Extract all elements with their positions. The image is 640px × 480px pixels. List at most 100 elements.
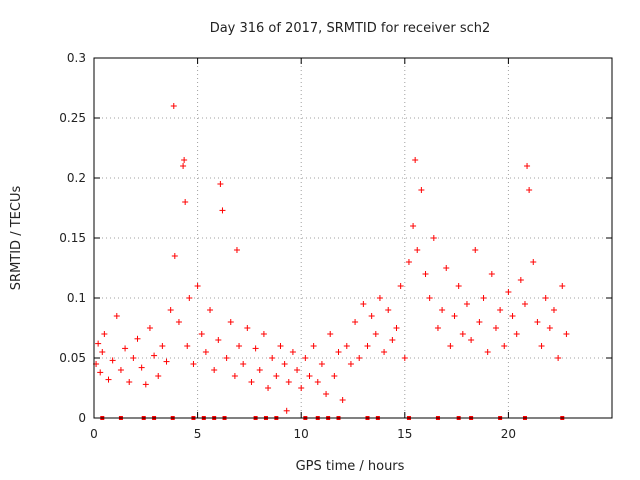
data-point <box>113 313 120 319</box>
data-point <box>97 369 104 376</box>
data-point <box>181 157 188 163</box>
data-point <box>422 271 429 277</box>
y-tick-label: 0.15 <box>59 231 86 245</box>
data-point <box>273 373 280 379</box>
data-point <box>463 301 470 307</box>
data-point <box>555 355 562 361</box>
data-point <box>167 307 174 313</box>
data-point <box>439 307 446 313</box>
data-point <box>99 349 106 355</box>
data-point <box>526 187 533 193</box>
data-point <box>434 325 441 331</box>
x-tick-label: 20 <box>501 427 516 441</box>
data-point <box>455 283 462 289</box>
data-point <box>182 199 189 205</box>
x-axis-label: GPS time / hours <box>296 459 405 474</box>
data-point <box>335 349 342 355</box>
data-point <box>223 355 230 361</box>
data-point <box>126 379 133 385</box>
data-point <box>227 319 234 325</box>
data-point <box>509 313 516 319</box>
data-point <box>186 295 193 301</box>
data-point <box>517 277 524 283</box>
data-point <box>476 319 483 325</box>
data-point <box>443 265 450 271</box>
data-point <box>426 295 433 301</box>
data-point <box>105 376 112 383</box>
data-point <box>194 283 201 289</box>
data-point <box>412 157 419 163</box>
data-point <box>294 367 301 373</box>
data-point <box>347 361 354 367</box>
data-point <box>171 253 178 259</box>
data-point <box>563 331 570 337</box>
data-point <box>277 343 284 349</box>
data-point <box>447 343 454 349</box>
data-point <box>117 367 124 373</box>
data-point <box>418 187 425 193</box>
data-point <box>314 379 321 385</box>
axis-ticks: 0 0.05 0.1 0.15 0.2 0.25 0.3 0 5 10 15 20 <box>59 51 612 441</box>
data-point <box>122 345 129 352</box>
chart-title: Day 316 of 2017, SRMTID for receiver sch… <box>210 21 491 36</box>
data-point <box>368 313 375 319</box>
data-point <box>260 331 267 337</box>
data-point <box>352 319 359 325</box>
data-point <box>343 343 350 349</box>
data-point <box>381 349 388 355</box>
data-point <box>256 367 263 373</box>
data-points <box>93 103 570 420</box>
data-point <box>265 385 272 391</box>
data-point <box>146 325 153 331</box>
x-tick-label: 10 <box>294 427 309 441</box>
x-tick-label: 15 <box>397 427 412 441</box>
data-point <box>372 331 379 337</box>
data-point <box>231 373 238 379</box>
data-point <box>248 379 255 385</box>
data-point <box>302 355 309 361</box>
data-point <box>534 319 541 325</box>
data-point <box>289 349 296 355</box>
data-point <box>376 295 383 301</box>
data-point <box>542 295 549 301</box>
data-point <box>492 325 499 331</box>
data-point <box>281 361 288 367</box>
data-point <box>151 352 158 359</box>
data-point <box>385 307 392 313</box>
data-point <box>306 373 313 379</box>
data-point <box>505 289 512 295</box>
data-point <box>327 331 334 337</box>
y-tick-label: 0.2 <box>67 171 86 185</box>
data-point <box>538 343 545 349</box>
data-point <box>175 319 182 325</box>
x-tick-label: 5 <box>194 427 202 441</box>
data-point <box>451 313 458 319</box>
data-point <box>134 335 141 342</box>
data-point <box>430 235 437 241</box>
data-point <box>513 331 520 337</box>
data-point <box>546 325 553 331</box>
data-point <box>472 247 479 253</box>
data-point <box>207 307 214 313</box>
data-point <box>550 307 557 313</box>
data-point <box>101 331 108 337</box>
y-tick-label: 0.3 <box>67 51 86 65</box>
data-point <box>364 343 371 349</box>
data-point <box>155 373 162 379</box>
grid-lines <box>94 58 612 418</box>
data-point <box>480 295 487 301</box>
data-point <box>142 381 149 388</box>
data-point <box>95 340 102 347</box>
data-point <box>521 301 528 307</box>
data-point <box>159 343 166 349</box>
data-point <box>410 223 417 229</box>
data-point <box>217 181 224 187</box>
data-point <box>530 259 537 265</box>
data-point <box>269 355 276 361</box>
data-point <box>401 355 408 361</box>
data-point <box>215 337 222 343</box>
data-point <box>163 358 170 365</box>
data-point <box>109 357 116 364</box>
data-point <box>356 355 363 361</box>
